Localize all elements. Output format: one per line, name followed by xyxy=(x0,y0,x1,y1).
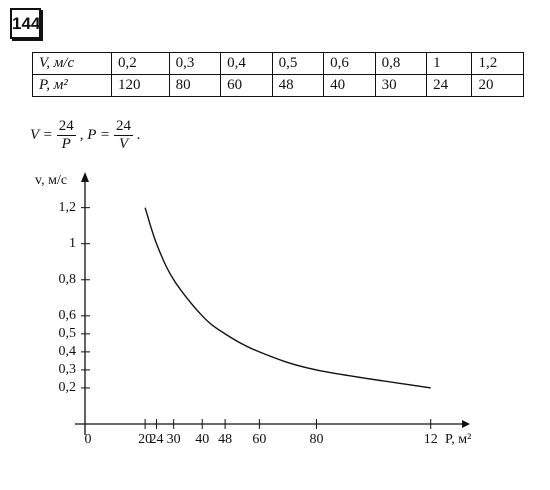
y-tick-label: 0,2 xyxy=(59,380,77,395)
numerator: 24 xyxy=(114,118,134,136)
row-header: P, м² xyxy=(32,74,112,97)
x-tick-label: 0 xyxy=(85,432,92,447)
formula-text: , P = xyxy=(79,127,111,143)
table-cell: 0,5 xyxy=(271,52,325,75)
x-tick-label: 40 xyxy=(195,432,209,447)
x-tick-label: 80 xyxy=(309,432,323,447)
denominator: P xyxy=(61,136,71,152)
denominator: V xyxy=(118,136,129,152)
table-row: P, м² 120 80 60 48 40 30 24 20 xyxy=(32,74,524,97)
numerator: 24 xyxy=(56,118,76,136)
x-tick-label: 20 xyxy=(138,432,152,447)
problem-number: 144 xyxy=(10,8,41,39)
formula-text: . xyxy=(137,127,141,143)
y-tick-label: 0,5 xyxy=(59,326,77,341)
value-table: V, м/с 0,2 0,3 0,4 0,5 0,6 0,8 1 1,2 P, м² 120 80 60… xyxy=(32,52,524,97)
table-cell: 0,8 xyxy=(374,52,428,75)
table-cell: 24 xyxy=(426,74,473,97)
x-tick-label: 48 xyxy=(218,432,232,447)
y-tick-label: 0,8 xyxy=(59,272,77,287)
table-cell: 80 xyxy=(168,74,222,97)
y-axis-label: v, м/с xyxy=(35,173,67,188)
table-cell: 48 xyxy=(271,74,325,97)
x-tick-label: 12 xyxy=(424,432,438,447)
formula-text: V = xyxy=(30,127,53,143)
y-tick-label: 0,3 xyxy=(59,362,77,377)
x-axis-label: P, м² xyxy=(445,432,471,447)
x-arrow xyxy=(462,420,470,428)
formula: V = 24 P , P = 24 V . xyxy=(30,118,141,153)
table-row: V, м/с 0,2 0,3 0,4 0,5 0,6 0,8 1 1,2 xyxy=(32,52,524,75)
table-cell: 20 xyxy=(471,74,524,97)
y-tick-label: 0,4 xyxy=(59,344,77,359)
x-tick-label: 30 xyxy=(167,432,181,447)
table-cell: 1,2 xyxy=(471,52,524,75)
fraction: 24 V xyxy=(114,118,134,153)
fraction: 24 P xyxy=(56,118,76,153)
table-cell: 40 xyxy=(323,74,376,97)
y-tick-label: 1 xyxy=(69,236,76,251)
curve xyxy=(144,207,431,389)
table-cell: 120 xyxy=(111,74,170,97)
y-tick-label: 0,6 xyxy=(59,308,77,323)
x-tick-label: 24 xyxy=(150,432,164,447)
y-tick-label: 1,2 xyxy=(59,200,77,215)
x-tick-label: 60 xyxy=(252,432,266,447)
y-arrow xyxy=(81,172,89,182)
